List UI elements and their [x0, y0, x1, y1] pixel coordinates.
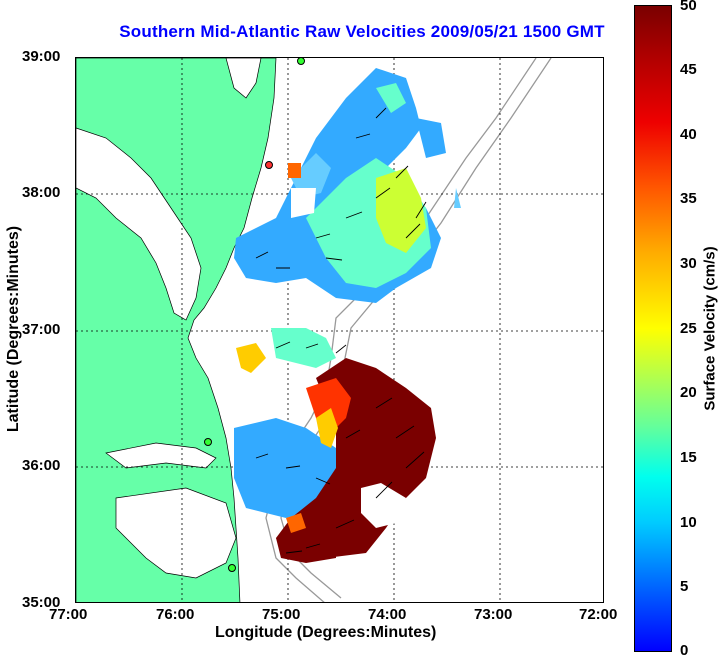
x-tick-label: 74:00	[368, 606, 407, 623]
colorbar-tick: 15	[680, 449, 697, 466]
colorbar-tick: 35	[680, 190, 697, 207]
y-tick-label: 39:00	[22, 48, 61, 65]
x-tick-label: 77:00	[49, 606, 88, 623]
colorbar-tick: 25	[680, 320, 697, 337]
x-tick-label: 75:00	[262, 606, 301, 623]
colorbar-tick: 20	[680, 384, 697, 401]
colorbar	[634, 5, 672, 652]
station-marker[interactable]	[228, 564, 236, 572]
x-axis-label: Longitude (Degrees:Minutes)	[215, 624, 437, 641]
chesapeake-bay	[76, 127, 202, 321]
y-axis-label: Latitude (Degrees:Minutes)	[5, 225, 22, 433]
y-tick-label: 36:00	[22, 457, 61, 474]
colorbar-label: Surface Velocity (cm/s)	[701, 246, 719, 411]
delaware-bay	[225, 58, 262, 99]
colorbar-tick: 5	[680, 578, 689, 595]
colorbar-tick: 45	[680, 61, 697, 78]
velocity-vectors	[255, 107, 427, 554]
station-marker[interactable]	[297, 58, 305, 65]
colorbar-tick: 50	[680, 0, 697, 14]
station-marker[interactable]	[265, 161, 273, 169]
colorbar-tick: 0	[680, 642, 689, 659]
x-tick-label: 72:00	[579, 606, 618, 623]
map-svg	[76, 58, 603, 602]
map-title: Southern Mid-Atlantic Raw Velocities 200…	[119, 22, 605, 41]
y-tick-label: 35:00	[22, 594, 61, 611]
y-tick-label: 38:00	[22, 184, 61, 201]
map-plot-area[interactable]	[75, 57, 604, 603]
colorbar-tick: 40	[680, 126, 697, 143]
station-marker[interactable]	[204, 438, 212, 446]
colorbar-tick: 30	[680, 255, 697, 272]
pamlico-sound	[115, 487, 237, 579]
x-tick-label: 76:00	[156, 606, 195, 623]
y-tick-label: 37:00	[22, 321, 61, 338]
velocity-field-south	[234, 328, 436, 563]
x-tick-label: 73:00	[474, 606, 513, 623]
colorbar-tick: 10	[680, 514, 697, 531]
